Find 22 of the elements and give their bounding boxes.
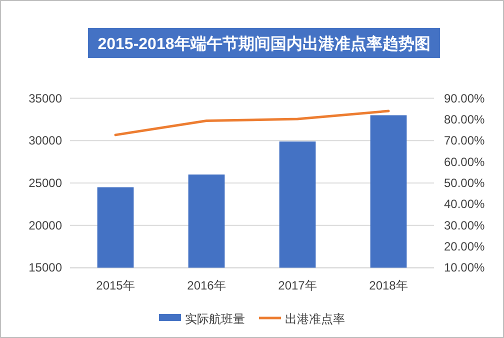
x-tick-label: 2018年 [369,278,408,293]
y2-tick-label: 30.00% [444,218,486,232]
y-tick-label: 25000 [28,176,62,190]
y2-tick-label: 80.00% [444,112,486,126]
y2-tick-label: 70.00% [444,134,486,148]
y-tick-label: 30000 [28,134,62,148]
line-series [114,110,390,136]
y-tick-label: 15000 [28,260,62,275]
legend-label: 实际航班量 [185,312,245,326]
y2-tick-label: 40.00% [444,197,486,212]
x-tick-label: 2016年 [187,278,226,293]
x-tick-label: 2015年 [96,278,135,293]
legend-label: 出港准点率 [285,312,345,326]
y2-tick-label: 20.00% [444,240,486,254]
chart-title: 2015-2018年端午节期间国内出港准点率趋势图 [98,34,430,53]
y2-tick-label: 50.00% [444,176,486,190]
x-tick-label: 2017年 [278,278,317,293]
y-tick-label: 20000 [28,218,62,232]
y2-tick-label: 60.00% [444,154,486,169]
y2-tick-label: 90.00% [444,91,486,106]
y-tick-label: 35000 [28,91,62,106]
y2-tick-label: 10.00% [444,260,486,275]
